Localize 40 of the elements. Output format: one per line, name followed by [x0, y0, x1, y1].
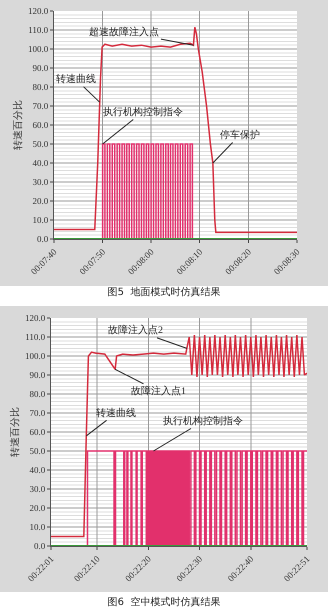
annotation: 转速曲线: [96, 407, 136, 419]
y-tick-label: 120.0: [28, 6, 49, 16]
annotation: 转速曲线: [56, 73, 96, 85]
y-tick-label: 80.0: [29, 389, 46, 400]
y-tick-label: 50.0: [32, 139, 49, 150]
y-tick-label: 110.0: [25, 332, 46, 342]
y-tick-label: 10.0: [29, 522, 46, 532]
y-axis-title: 转速百分比: [12, 100, 24, 150]
annotation: 故障注入点2: [108, 324, 163, 336]
y-tick-label: 90.0: [32, 63, 49, 74]
annotation: 故障注入点1: [131, 385, 186, 397]
annotation: 超速故障注入点: [89, 26, 159, 38]
line-series: [51, 334, 307, 538]
y-tick-label: 100.0: [24, 351, 46, 362]
y-tick-label: 40.0: [29, 465, 46, 476]
annotation: 执行机构控制指令: [163, 415, 243, 427]
y-tick-label: 70.0: [32, 101, 49, 112]
y-tick-label: 100.0: [28, 44, 49, 54]
y-tick-label: 0.0: [36, 234, 49, 244]
y-tick-label: 80.0: [32, 82, 49, 92]
y-tick-label: 10.0: [32, 215, 49, 226]
text: 图6 空中模式时仿真结果: [106, 596, 222, 610]
y-axis-title: 转速百分比: [8, 407, 21, 457]
annotation: 执行机构控制指令: [103, 106, 183, 118]
y-tick-label: 60.0: [32, 120, 49, 130]
y-tick-label: 20.0: [32, 196, 49, 206]
text: 图5 地面模式时仿真结果: [106, 286, 222, 300]
y-tick-label: 30.0: [29, 484, 46, 494]
y-tick-label: 20.0: [29, 503, 46, 514]
y-tick-label: 40.0: [32, 158, 49, 168]
y-tick-label: 30.0: [32, 177, 49, 188]
y-tick-label: 120.0: [24, 313, 46, 324]
y-tick-label: 60.0: [29, 427, 46, 438]
annotation: 停车保护: [220, 129, 260, 141]
y-tick-label: 70.0: [29, 408, 46, 418]
y-tick-label: 0.0: [34, 541, 46, 552]
y-tick-label: 90.0: [29, 370, 46, 380]
y-tick-label: 50.0: [29, 446, 46, 456]
line-series: [54, 26, 297, 234]
y-tick-label: 110.0: [28, 25, 49, 36]
